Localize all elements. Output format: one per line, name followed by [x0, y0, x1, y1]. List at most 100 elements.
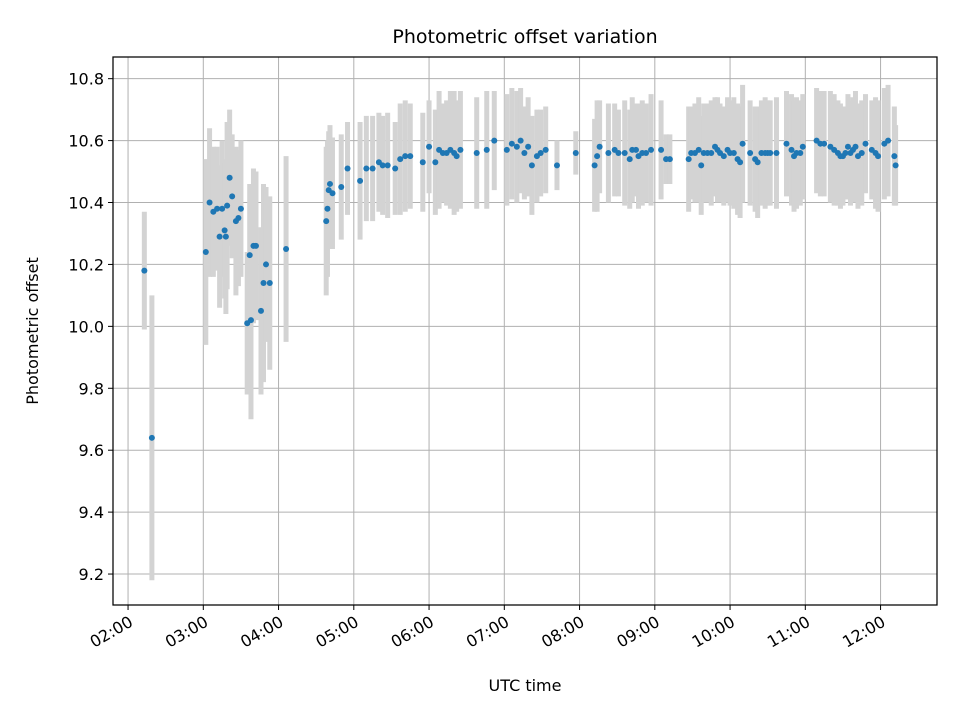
- data-point: [521, 149, 528, 156]
- data-point: [221, 227, 228, 234]
- data-point: [379, 162, 386, 169]
- data-point: [419, 159, 426, 166]
- data-point: [885, 137, 892, 144]
- data-point: [266, 280, 273, 287]
- data-point: [224, 202, 231, 209]
- data-point: [246, 252, 253, 259]
- data-point: [513, 143, 520, 150]
- data-point: [666, 156, 673, 163]
- data-point: [338, 184, 345, 191]
- data-point: [695, 146, 702, 153]
- data-point: [407, 153, 414, 160]
- data-point: [329, 190, 336, 197]
- data-point: [852, 143, 859, 150]
- data-point: [473, 149, 480, 156]
- data-point: [503, 146, 510, 153]
- data-point: [754, 159, 761, 166]
- data-point: [773, 149, 780, 156]
- data-point: [257, 307, 264, 314]
- data-point: [572, 149, 579, 156]
- data-point: [621, 149, 628, 156]
- data-point: [260, 280, 267, 287]
- data-point: [206, 199, 213, 206]
- data-point: [708, 149, 715, 156]
- data-point: [632, 146, 639, 153]
- data-point: [283, 245, 290, 252]
- data-point: [453, 153, 460, 160]
- data-point: [767, 149, 774, 156]
- data-point: [858, 149, 865, 156]
- data-point: [483, 146, 490, 153]
- data-point: [397, 156, 404, 163]
- chart-title: Photometric offset variation: [392, 26, 657, 48]
- y-axis-ticks: 9.2 9.4 9.6 9.8 10.0 10.2 10.4 10.6 10.8: [68, 70, 113, 584]
- x-axis-label: UTC time: [489, 676, 562, 695]
- data-point: [252, 242, 259, 249]
- data-point: [219, 205, 226, 212]
- data-point: [537, 149, 544, 156]
- data-point: [643, 149, 650, 156]
- data-point: [426, 143, 433, 150]
- y-tick-label: 9.6: [79, 441, 104, 460]
- y-tick-label: 10.0: [68, 317, 104, 336]
- y-tick-label: 9.2: [79, 565, 104, 584]
- data-point: [263, 261, 270, 268]
- data-point: [605, 149, 612, 156]
- data-point: [402, 153, 409, 160]
- data-point: [594, 153, 601, 160]
- data-point: [730, 149, 737, 156]
- data-point: [384, 162, 391, 169]
- data-point: [747, 149, 754, 156]
- data-point: [226, 174, 233, 181]
- data-point: [517, 137, 524, 144]
- data-point: [326, 180, 333, 187]
- data-point: [615, 149, 622, 156]
- data-point: [648, 146, 655, 153]
- data-point: [237, 205, 244, 212]
- data-point: [141, 267, 148, 274]
- data-point: [148, 434, 155, 441]
- data-point: [892, 162, 899, 169]
- data-point: [737, 159, 744, 166]
- y-tick-label: 10.4: [68, 194, 104, 213]
- data-point: [344, 165, 351, 172]
- data-point: [369, 165, 376, 172]
- data-point: [528, 162, 535, 169]
- data-point: [363, 165, 370, 172]
- data-point: [685, 156, 692, 163]
- data-point: [783, 140, 790, 147]
- data-point: [508, 140, 515, 147]
- y-tick-label: 10.8: [68, 70, 104, 89]
- data-point: [357, 177, 364, 184]
- data-point: [788, 146, 795, 153]
- data-point: [214, 205, 221, 212]
- data-point: [235, 214, 242, 221]
- data-point: [658, 146, 665, 153]
- data-point: [842, 149, 849, 156]
- data-point: [891, 153, 898, 160]
- y-tick-label: 10.2: [68, 255, 104, 274]
- data-point: [432, 159, 439, 166]
- data-point: [491, 137, 498, 144]
- data-point: [875, 153, 882, 160]
- y-axis-label: Photometric offset: [23, 257, 42, 405]
- plot-frame: [112, 56, 938, 606]
- data-point: [202, 249, 209, 256]
- data-point: [698, 162, 705, 169]
- data-point: [229, 193, 236, 200]
- data-point: [821, 140, 828, 147]
- data-point: [720, 153, 727, 160]
- data-point: [799, 143, 806, 150]
- data-point: [553, 162, 560, 169]
- data-point: [542, 146, 549, 153]
- data-point: [626, 156, 633, 163]
- data-point: [216, 233, 223, 240]
- data-point: [844, 143, 851, 150]
- data-point: [392, 165, 399, 172]
- data-point: [222, 233, 229, 240]
- data-point: [739, 140, 746, 147]
- data-point: [862, 140, 869, 147]
- data-points: [141, 137, 899, 441]
- data-point: [797, 149, 804, 156]
